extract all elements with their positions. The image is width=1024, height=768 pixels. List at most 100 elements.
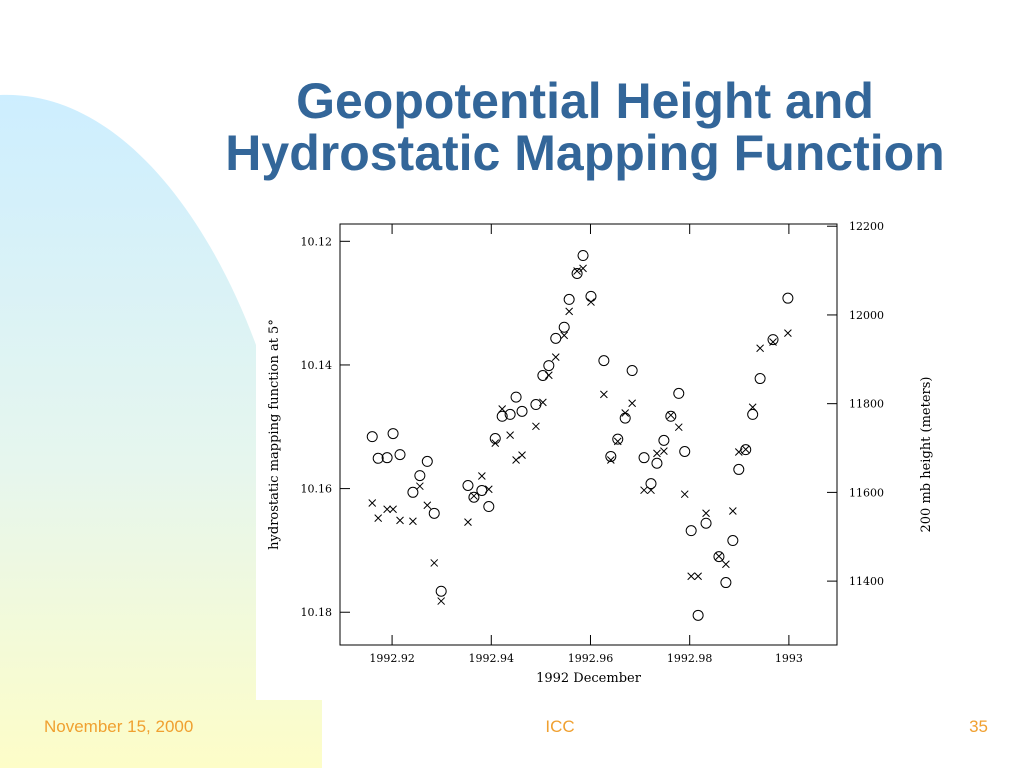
circle-point: [366, 431, 378, 443]
cross-point: [687, 572, 696, 581]
circle-point: [645, 478, 657, 490]
x-tick-label: 1992.92: [369, 652, 415, 665]
cross-point: [478, 472, 486, 480]
cross-point: [430, 559, 439, 567]
cross-point: [694, 572, 702, 581]
cross-point: [464, 518, 472, 526]
circle-point: [733, 463, 745, 475]
cross-point: [498, 405, 507, 413]
cross-point: [544, 371, 553, 380]
circle-point: [516, 405, 528, 417]
x-tick-label: 1993: [775, 652, 803, 665]
circle-point: [428, 507, 440, 519]
cross-point: [613, 437, 622, 446]
circle-point: [543, 360, 555, 372]
x-axis-label: 1992 December: [536, 671, 642, 686]
circle-point: [394, 449, 406, 461]
circle-point: [713, 551, 725, 563]
circle-point: [658, 434, 670, 446]
cross-point: [484, 485, 493, 494]
circle-point: [504, 408, 516, 420]
circle-point: [651, 457, 663, 469]
circle-point: [782, 292, 794, 304]
circle-point: [626, 365, 638, 377]
footer-date: November 15, 2000: [44, 717, 193, 736]
circle-point: [496, 410, 508, 422]
cross-point: [748, 403, 757, 412]
circle-point: [407, 486, 419, 498]
plot: 1992.92 1992.94 1992.96 1992.98 1993 10.12 10.…: [267, 220, 934, 686]
y2-axis-label: 200 mb height (meters): [919, 377, 934, 533]
cross-point: [769, 338, 777, 346]
circle-point: [727, 535, 739, 547]
circle-point: [550, 332, 562, 344]
cross-point: [666, 411, 675, 420]
cross-point: [600, 390, 608, 399]
cross-point: [374, 514, 383, 522]
cross-point: [539, 398, 547, 407]
circle-point: [387, 428, 399, 440]
cross-point: [518, 451, 526, 459]
circle-point: [530, 399, 542, 411]
footer-center: ICC: [545, 717, 574, 736]
cross-point: [506, 431, 514, 440]
y2-tick-label: 12200: [849, 220, 884, 233]
circle-point: [605, 450, 617, 462]
cross-point: [512, 456, 520, 464]
footer-page: 35: [969, 717, 988, 736]
cross-point: [383, 505, 391, 514]
cross-point: [722, 560, 730, 569]
y2-tick-label: 11400: [849, 575, 884, 588]
circle-point: [585, 290, 597, 302]
title-line: Hydrostatic Mapping Function: [225, 125, 944, 181]
cross-point: [640, 486, 648, 495]
x-tick-label: 1992.98: [667, 652, 713, 665]
cross-point: [702, 509, 710, 518]
circle-point: [483, 501, 495, 513]
circle-point: [767, 334, 779, 346]
circle-point: [381, 452, 393, 464]
y2-tick-label: 11600: [849, 486, 884, 499]
circle-point: [537, 369, 549, 381]
cross-point: [606, 456, 615, 464]
cross-point: [653, 449, 661, 458]
y2-tick-label: 12000: [849, 309, 884, 322]
cross-point: [715, 552, 723, 561]
cross-point: [437, 597, 446, 605]
background-shape: [0, 94, 322, 768]
circle-point: [679, 446, 691, 458]
circle-point: [612, 433, 624, 445]
cross-point: [409, 517, 417, 526]
circle-point: [435, 585, 447, 597]
circle-point: [462, 480, 474, 492]
circle-point: [720, 577, 732, 589]
cross-point: [368, 499, 377, 507]
x-tick-label: 1992.96: [568, 652, 614, 665]
circle-point: [476, 484, 488, 496]
circle-point: [468, 491, 480, 503]
circle-point: [414, 470, 426, 482]
y-tick-label: 10.18: [301, 606, 333, 619]
cross-point: [560, 331, 569, 340]
circle-point: [747, 408, 759, 420]
cross-point: [396, 516, 404, 525]
cross-point: [647, 486, 655, 495]
circle-point: [563, 293, 575, 305]
cross-point: [423, 501, 432, 510]
y2-tick-label: 11800: [849, 398, 884, 411]
cross-point: [734, 448, 743, 456]
cross-point: [587, 298, 595, 306]
y-axis-label: hydrostatic mapping function at 5°: [267, 319, 282, 550]
cross-point: [628, 399, 637, 408]
circle-point: [754, 373, 766, 385]
circle-point: [598, 355, 610, 367]
cross-point: [674, 423, 683, 432]
circle-point: [665, 410, 677, 422]
cross-point: [551, 353, 560, 361]
title-line: Geopotential Height and: [296, 73, 874, 129]
x-tick-label: 1992.94: [469, 652, 515, 665]
circle-point: [489, 433, 501, 445]
cross-point: [470, 492, 478, 500]
circle-point: [685, 525, 697, 537]
